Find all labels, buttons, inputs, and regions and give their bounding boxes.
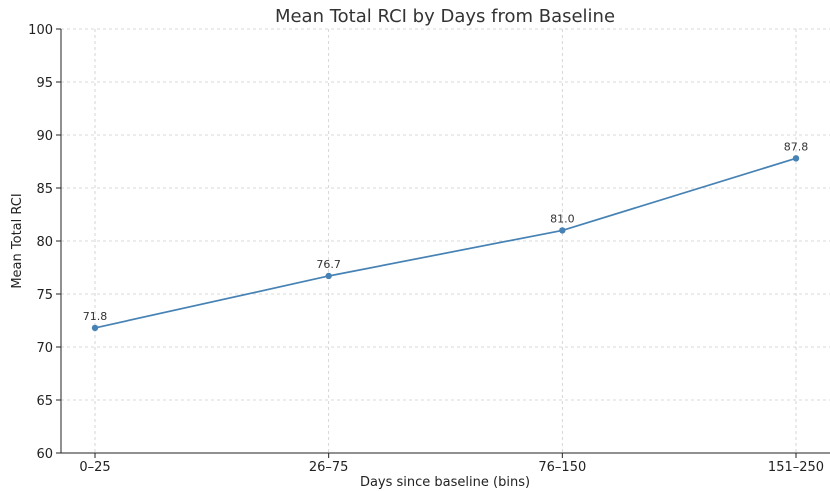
y-tick-label: 65: [36, 394, 53, 409]
y-tick-label: 75: [36, 288, 53, 303]
data-label: 87.8: [784, 140, 809, 153]
data-point: [792, 155, 800, 162]
y-tick-label: 95: [36, 76, 53, 91]
chart-title: Mean Total RCI by Days from Baseline: [275, 6, 615, 27]
data-point: [559, 227, 566, 234]
x-tick-label: 76–150: [538, 460, 586, 475]
y-tick-label: 85: [36, 182, 53, 197]
x-tick-label: 0–25: [79, 460, 110, 475]
series-line: [94, 157, 797, 329]
data-label: 71.8: [83, 310, 108, 323]
x-tick-label: 26–75: [309, 460, 349, 475]
y-tick-label: 100: [28, 23, 53, 38]
data-label: 76.7: [316, 258, 341, 271]
grid: [61, 28, 830, 454]
y-tick-label: 90: [36, 129, 53, 144]
ticks: 60 65 70 75 80 85 90 95 100 0–25 26–75 76–150 151–25…: [28, 23, 824, 475]
data-label: 81.0: [550, 212, 575, 225]
y-tick-label: 80: [36, 235, 53, 250]
x-tick-label: 151–250: [768, 460, 824, 475]
y-axis-label: Mean Total RCI: [10, 193, 25, 288]
y-tick-label: 70: [36, 341, 53, 356]
data-labels: 71.8 76.7 81.0 87.8: [83, 140, 809, 323]
data-point: [91, 324, 99, 332]
data-point: [325, 272, 332, 280]
x-axis-label: Days since baseline (bins): [360, 475, 530, 490]
y-tick-label: 60: [36, 447, 53, 462]
series: [91, 155, 800, 332]
